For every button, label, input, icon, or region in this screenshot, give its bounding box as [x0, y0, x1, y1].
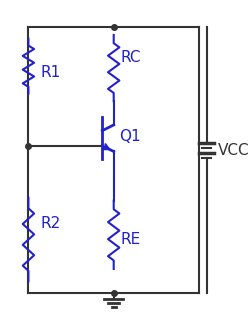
Text: R1: R1	[41, 65, 61, 80]
Text: VCC: VCC	[217, 143, 248, 158]
Text: RC: RC	[120, 50, 140, 65]
Text: R2: R2	[41, 216, 61, 231]
Text: Q1: Q1	[119, 129, 140, 144]
Text: RE: RE	[120, 232, 140, 247]
